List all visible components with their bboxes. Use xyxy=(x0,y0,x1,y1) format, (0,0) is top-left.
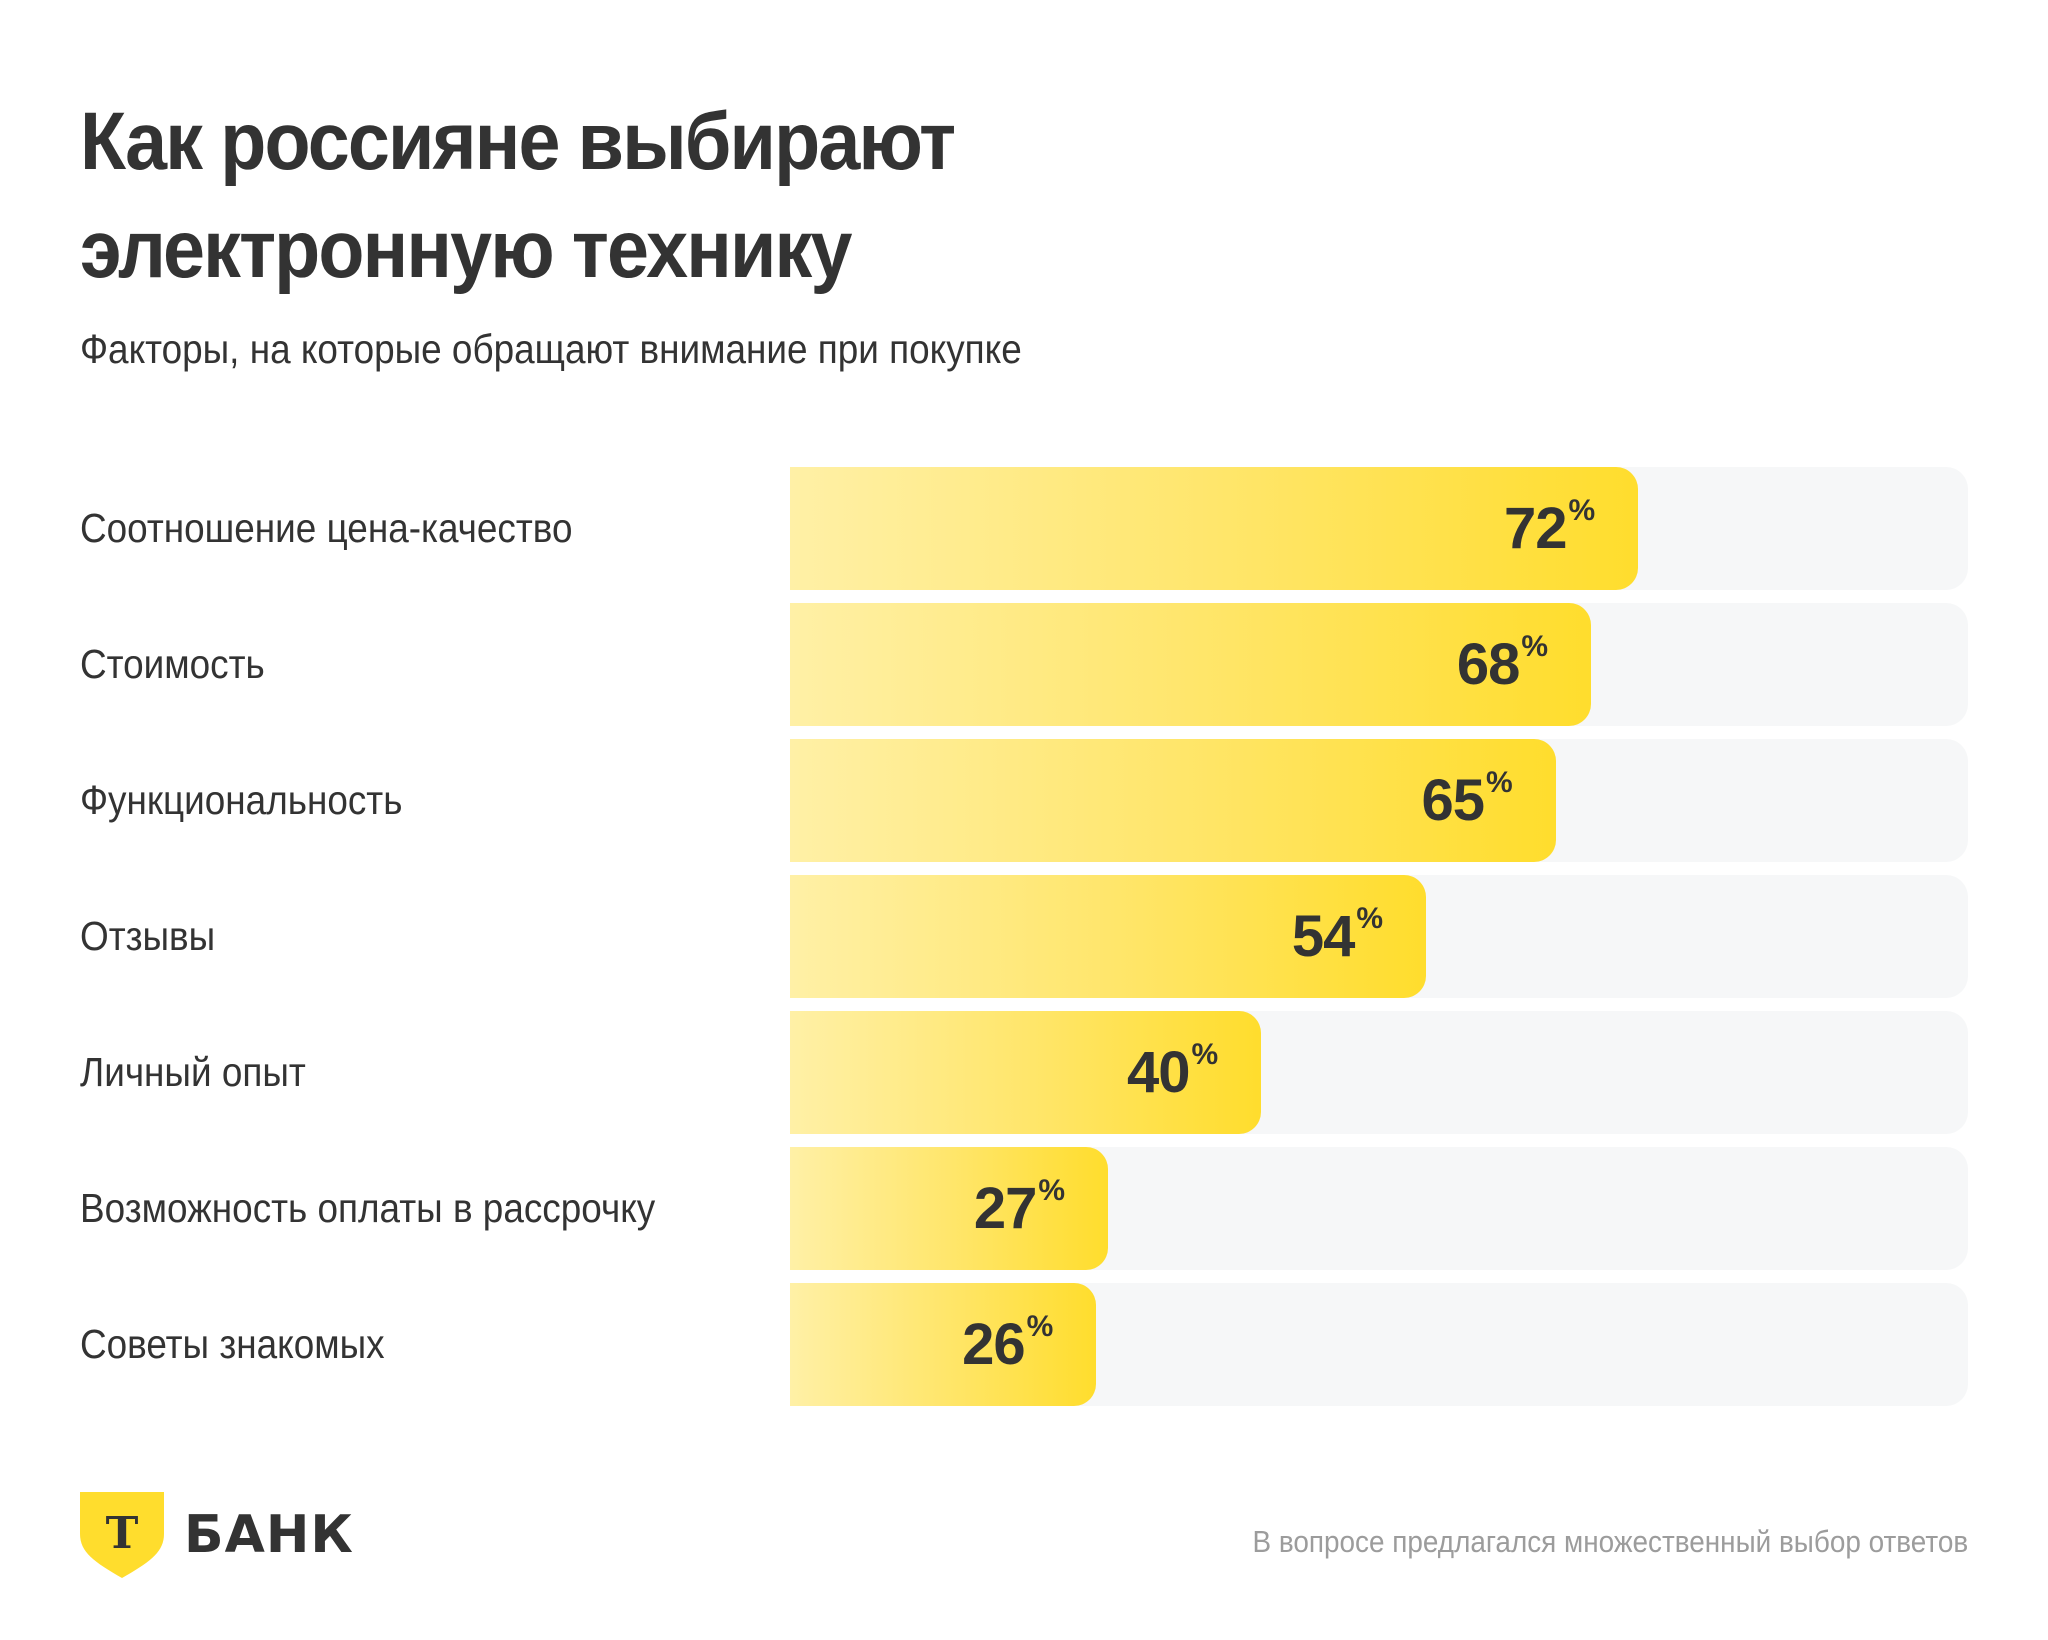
percent-sign: % xyxy=(1191,1038,1219,1071)
bar-track: 65% xyxy=(790,739,1968,862)
percent-sign: % xyxy=(1026,1310,1054,1343)
value-number: 26 xyxy=(962,1312,1026,1377)
bar-row: Советы знакомых 26% xyxy=(0,1283,2048,1406)
bar-row: Соотношение цена-качество 72% xyxy=(0,467,2048,590)
value-label: 40% xyxy=(1126,1011,1219,1134)
category-label: Отзывы xyxy=(80,913,216,959)
category-label: Личный опыт xyxy=(80,1049,306,1095)
bar: 65% xyxy=(790,739,1556,862)
percent-sign: % xyxy=(1568,494,1595,527)
chart-subtitle: Факторы, на которые обращают внимание пр… xyxy=(80,326,1022,372)
value-number: 40 xyxy=(1126,1040,1191,1105)
bar-track: 40% xyxy=(790,1011,1968,1134)
footnote: В вопросе предлагался множественный выбо… xyxy=(1252,1524,1968,1559)
bar-track: 68% xyxy=(790,603,1968,726)
bar-track: 72% xyxy=(790,467,1968,590)
bar-row: Отзывы 54% xyxy=(0,875,2048,998)
bar: 26% xyxy=(790,1283,1097,1406)
bar-row: Функциональность 65% xyxy=(0,739,2048,862)
shield-shape xyxy=(80,1492,164,1578)
bar-row: Личный опыт 40% xyxy=(0,1011,2048,1134)
category-label: Советы знакомых xyxy=(80,1321,385,1367)
bar-row: Стоимость 68% xyxy=(0,603,2048,726)
value-number: 72 xyxy=(1503,496,1568,561)
brand-name: БАНК xyxy=(184,1505,354,1565)
percent-sign: % xyxy=(1521,630,1548,663)
value-number: 68 xyxy=(1456,632,1521,697)
bar: 40% xyxy=(790,1011,1262,1134)
value-number: 65 xyxy=(1421,768,1485,833)
percent-sign: % xyxy=(1356,902,1383,935)
shield-letter: Т xyxy=(106,1508,139,1559)
category-label: Функциональность xyxy=(80,777,403,823)
category-label: Стоимость xyxy=(80,641,265,687)
chart-title-line-1: Как россияне выбирают xyxy=(80,96,956,187)
value-number: 27 xyxy=(973,1176,1038,1241)
value-label: 68% xyxy=(1456,603,1548,726)
bar: 27% xyxy=(790,1147,1109,1270)
value-label: 27% xyxy=(973,1147,1065,1270)
bar-track: 54% xyxy=(790,875,1968,998)
value-number: 54 xyxy=(1291,904,1356,969)
category-label: Соотношение цена-качество xyxy=(80,505,573,551)
brand-logo: Т БАНК xyxy=(80,1492,354,1578)
bar-row: Возможность оплаты в рассрочку 27% xyxy=(0,1147,2048,1270)
category-label: Возможность оплаты в рассрочку xyxy=(80,1185,656,1231)
chart-title: Как россияне выбирают электронную техник… xyxy=(80,88,956,304)
value-label: 65% xyxy=(1421,739,1513,862)
value-label: 72% xyxy=(1503,467,1595,590)
bar: 54% xyxy=(790,875,1427,998)
bar: 68% xyxy=(790,603,1592,726)
bar-track: 27% xyxy=(790,1147,1968,1270)
value-label: 54% xyxy=(1291,875,1383,998)
chart-title-line-2: электронную технику xyxy=(80,204,852,295)
value-label: 26% xyxy=(962,1283,1054,1406)
shield-logo-icon: Т xyxy=(80,1492,164,1578)
percent-sign: % xyxy=(1038,1174,1065,1207)
bar: 72% xyxy=(790,467,1639,590)
bar-track: 26% xyxy=(790,1283,1968,1406)
percent-sign: % xyxy=(1486,766,1513,799)
